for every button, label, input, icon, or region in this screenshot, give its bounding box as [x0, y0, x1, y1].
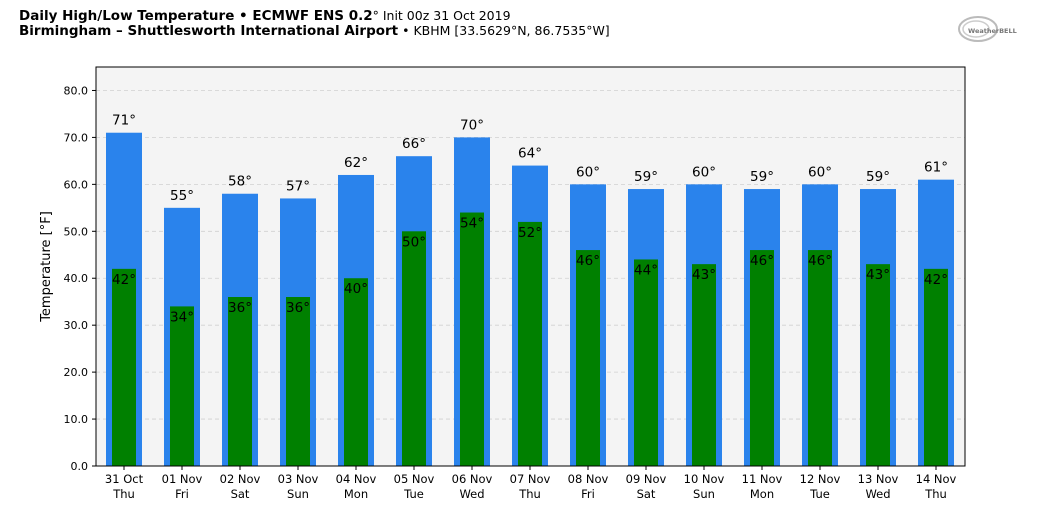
x-tick-label-day: Thu [112, 487, 135, 501]
x-tick-label-day: Thu [924, 487, 947, 501]
low-bar [228, 297, 252, 466]
y-tick-label: 70.0 [64, 131, 89, 144]
chart-title: Daily High/Low Temperature • ECMWF ENS 0… [19, 8, 511, 24]
x-tick-label-date: 09 Nov [626, 472, 667, 486]
low-data-label: 34° [170, 309, 194, 325]
high-data-label: 59° [750, 169, 774, 185]
x-tick-label-date: 12 Nov [800, 472, 841, 486]
x-tick-label-day: Fri [581, 487, 595, 501]
low-bar [576, 250, 600, 466]
high-data-label: 62° [344, 155, 368, 171]
low-data-label: 46° [808, 253, 832, 269]
high-data-label: 66° [402, 136, 426, 152]
x-tick-label-date: 31 Oct [105, 472, 144, 486]
high-data-label: 60° [576, 164, 600, 180]
x-tick-label-day: Wed [459, 487, 484, 501]
y-tick-label: 20.0 [64, 366, 89, 379]
x-tick-label-day: Sat [637, 487, 656, 501]
x-tick-label-day: Sun [693, 487, 715, 501]
high-data-label: 61° [924, 160, 948, 176]
y-axis-label: Temperature [°F] [39, 211, 54, 323]
high-data-label: 59° [634, 169, 658, 185]
x-tick-label-date: 14 Nov [916, 472, 957, 486]
high-data-label: 57° [286, 178, 310, 194]
low-bar [286, 297, 310, 466]
x-tick-label-date: 10 Nov [684, 472, 725, 486]
low-bar [402, 231, 426, 466]
low-data-label: 40° [344, 281, 368, 297]
y-tick-label: 0.0 [71, 460, 89, 473]
x-tick-label-day: Mon [344, 487, 368, 501]
y-tick-label: 10.0 [64, 413, 89, 426]
low-bar [112, 268, 136, 466]
low-bar [750, 250, 774, 466]
x-tick-label-date: 13 Nov [858, 472, 899, 486]
high-data-label: 70° [460, 117, 484, 133]
y-tick-label: 50.0 [64, 225, 89, 238]
logo-swirl-icon [958, 16, 998, 42]
low-data-label: 42° [924, 272, 948, 288]
high-data-label: 71° [112, 113, 136, 129]
x-tick-label-date: 03 Nov [278, 472, 319, 486]
low-bar [344, 278, 368, 466]
x-tick-label-date: 06 Nov [452, 472, 493, 486]
x-tick-label-date: 04 Nov [336, 472, 377, 486]
low-data-label: 52° [518, 225, 542, 241]
x-tick-label-day: Wed [865, 487, 890, 501]
x-tick-label-day: Mon [750, 487, 774, 501]
low-data-label: 46° [750, 253, 774, 269]
low-data-label: 54° [460, 216, 484, 232]
plot-frame [95, 66, 966, 467]
x-tick-label-date: 01 Nov [162, 472, 203, 486]
high-data-label: 59° [866, 169, 890, 185]
high-data-label: 58° [228, 174, 252, 190]
y-tick-label: 60.0 [64, 178, 89, 191]
high-data-label: 64° [518, 146, 542, 162]
low-bar [460, 212, 484, 466]
x-tick-label-day: Fri [175, 487, 189, 501]
x-tick-label-date: 08 Nov [568, 472, 609, 486]
y-tick-label: 40.0 [64, 272, 89, 285]
x-tick-label-date: 11 Nov [742, 472, 783, 486]
y-tick-label: 30.0 [64, 319, 89, 332]
low-data-label: 36° [286, 300, 310, 316]
high-data-label: 55° [170, 188, 194, 204]
x-tick-label-day: Tue [809, 487, 830, 501]
low-data-label: 50° [402, 234, 426, 250]
x-tick-label-day: Tue [403, 487, 424, 501]
low-bar [692, 264, 716, 466]
logo-text: WeatherBELL [968, 27, 1017, 35]
low-bar [170, 306, 194, 466]
low-data-label: 43° [692, 267, 716, 283]
low-data-label: 42° [112, 272, 136, 288]
low-data-label: 43° [866, 267, 890, 283]
low-bar [634, 259, 658, 466]
y-tick-label: 80.0 [64, 84, 89, 97]
logo-swirl-icon [962, 20, 990, 38]
high-data-label: 60° [808, 164, 832, 180]
x-tick-label-date: 05 Nov [394, 472, 435, 486]
low-data-label: 36° [228, 300, 252, 316]
x-tick-label-day: Sat [231, 487, 250, 501]
low-data-label: 46° [576, 253, 600, 269]
high-data-label: 60° [692, 164, 716, 180]
low-bar [866, 264, 890, 466]
low-bar [924, 268, 948, 466]
x-tick-label-date: 07 Nov [510, 472, 551, 486]
chart-subtitle: Birmingham – Shuttlesworth International… [19, 23, 610, 39]
low-bar [808, 250, 832, 466]
low-bar [518, 221, 542, 466]
x-tick-label-day: Sun [287, 487, 309, 501]
low-data-label: 44° [634, 262, 658, 278]
x-tick-label-day: Thu [518, 487, 541, 501]
x-tick-label-date: 02 Nov [220, 472, 261, 486]
